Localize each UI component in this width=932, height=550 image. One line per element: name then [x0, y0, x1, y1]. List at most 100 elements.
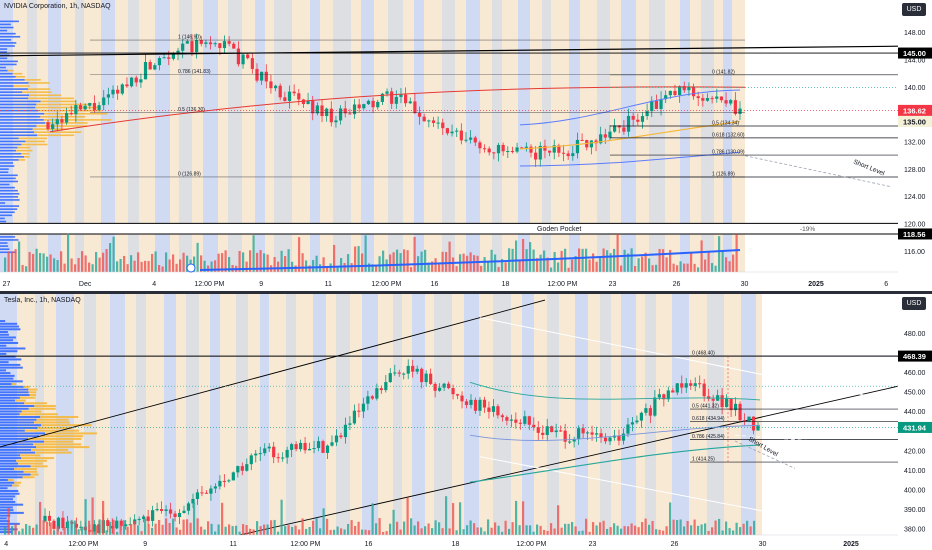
nvda-chart-svg[interactable]: 1 (146.90) 0.786 (141.83) 0.5 (136.30) 0 (1…	[0, 0, 932, 291]
price-axis-label: 390.00	[904, 507, 926, 514]
volume-bar	[707, 251, 710, 272]
volume-profile-bar	[0, 405, 35, 408]
volume-profile-bar	[0, 159, 19, 161]
price-axis-label: 116.00	[904, 249, 925, 256]
volume-bar	[123, 520, 126, 535]
volume-bar	[179, 529, 182, 535]
candle-body	[554, 430, 558, 433]
volume-bar	[469, 520, 472, 535]
volume-bar	[361, 253, 364, 272]
volume-bar	[529, 242, 532, 272]
volume-profile-bar	[0, 109, 39, 112]
volume-bar	[413, 236, 416, 272]
volume-profile-bar	[0, 489, 19, 492]
volume-profile-bar	[0, 143, 22, 146]
volume-profile-bar	[0, 85, 14, 87]
volume-bar	[375, 264, 378, 272]
volume-profile-bar	[40, 415, 79, 418]
volume-profile-bar	[0, 369, 7, 372]
volume-bar	[56, 260, 59, 272]
volume-bar	[7, 251, 10, 272]
tsla-chart-svg[interactable]: 0 (468.40) 0.5 (441.32) 0.618 (434.94) 0.78…	[0, 294, 932, 550]
candle-body	[394, 96, 398, 104]
price-axis-label: 460.00	[904, 370, 926, 377]
time-axis-label: 12:00 PM	[547, 281, 577, 288]
candle-body	[460, 395, 464, 402]
session-stripe	[128, 0, 139, 272]
volume-bar	[644, 252, 647, 272]
volume-profile-bar	[25, 140, 46, 143]
volume-bar	[53, 530, 56, 535]
volume-bar	[480, 527, 483, 535]
tsla-chart-panel[interactable]: 0 (468.40) 0.5 (441.32) 0.618 (434.94) 0.78…	[0, 294, 932, 550]
volume-bar	[196, 518, 199, 535]
pane-divider[interactable]	[0, 291, 932, 294]
volume-bar	[389, 523, 392, 535]
candle-body	[311, 100, 315, 114]
volume-bar	[431, 261, 434, 272]
volume-bar	[280, 499, 283, 535]
volume-bar	[350, 520, 353, 535]
volume-bar	[28, 525, 31, 535]
session-stripe	[492, 0, 502, 272]
nvda-currency-button[interactable]: USD	[902, 3, 926, 16]
volume-profile-bar	[0, 211, 15, 214]
session-stripe	[452, 294, 464, 535]
volume-bar	[728, 261, 731, 272]
volume-bar	[179, 259, 182, 272]
price-marker-label: 431.94	[903, 423, 927, 432]
candle-body	[603, 437, 608, 442]
candle-body	[125, 84, 129, 87]
tsla-currency-button[interactable]: USD	[902, 297, 926, 310]
volume-profile-bar	[0, 509, 14, 512]
volume-bar	[658, 529, 661, 535]
candle-body	[710, 98, 714, 100]
tsla-symbol-title[interactable]: Tesla, Inc., 1h, NASDAQ	[4, 297, 81, 304]
candle-body	[385, 91, 389, 94]
volume-bar	[144, 260, 147, 272]
volume-bar	[392, 509, 395, 535]
volume-bar	[686, 263, 689, 272]
time-axis	[0, 272, 898, 291]
volume-bar	[662, 530, 665, 535]
time-axis-label: 16	[365, 541, 373, 548]
candle-body	[129, 77, 134, 87]
volume-profile-bar	[0, 429, 25, 432]
candle-body	[330, 442, 334, 446]
volume-bar	[39, 253, 42, 272]
volume-bar	[641, 256, 644, 272]
volume-bar	[728, 528, 731, 535]
candle-body	[153, 65, 157, 70]
session-stripe	[442, 0, 455, 272]
volume-profile-bar	[0, 517, 7, 520]
volume-bar	[140, 531, 143, 535]
volume-profile-bar	[0, 20, 19, 23]
volume-bar	[735, 522, 738, 535]
volume-profile-bar	[0, 183, 10, 186]
time-axis-label: 12:00 PM	[194, 281, 224, 288]
candle-body	[626, 115, 631, 132]
candle-body	[78, 105, 83, 110]
volume-bar	[25, 266, 28, 272]
volume-profile-bar	[0, 97, 29, 100]
volume-bar	[46, 521, 49, 535]
fib-level-label: 0.5 (134.34)	[712, 120, 739, 126]
candle-body	[370, 396, 374, 399]
volume-profile-bar	[0, 380, 23, 383]
candle-body	[644, 408, 648, 413]
volume-bar	[88, 262, 91, 272]
candle-body	[561, 152, 566, 154]
volume-bar	[7, 508, 10, 535]
nvda-chart-panel[interactable]: 1 (146.90) 0.786 (141.83) 0.5 (136.30) 0 (1…	[0, 0, 932, 291]
time-axis-label: 12:00 PM	[516, 541, 546, 548]
volume-bar	[686, 521, 689, 535]
candle-body	[411, 365, 415, 372]
session-stripe	[547, 294, 559, 535]
candle-body	[258, 453, 262, 455]
nvda-symbol-title[interactable]: NVIDIA Corporation, 1h, NASDAQ	[4, 3, 111, 10]
volume-bar	[725, 257, 728, 272]
volume-bar	[333, 244, 336, 272]
volume-profile-bar	[21, 410, 42, 413]
goden-pocket-band	[0, 223, 898, 234]
volume-bar	[175, 263, 178, 272]
